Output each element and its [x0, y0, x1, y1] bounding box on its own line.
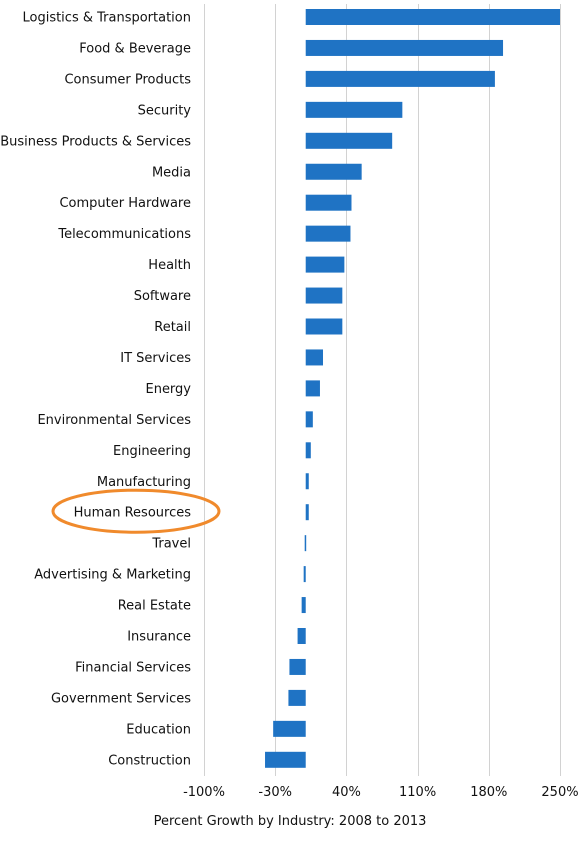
bar — [305, 473, 309, 490]
category-label: Financial Services — [75, 660, 191, 675]
bars — [265, 9, 560, 768]
bar — [273, 720, 306, 737]
bar — [305, 101, 403, 118]
category-label: Software — [134, 289, 191, 304]
bar — [289, 658, 306, 675]
x-tick-label: -100% — [183, 785, 225, 800]
category-label: Business Products & Services — [0, 134, 191, 149]
x-tick-label: 40% — [332, 785, 361, 800]
bar — [305, 194, 352, 211]
bar — [305, 349, 324, 366]
bar — [305, 318, 343, 335]
category-labels: Logistics & Transportation Food & Beverag… — [0, 11, 191, 769]
category-label: Engineering — [113, 444, 191, 459]
category-label: Media — [152, 165, 191, 180]
category-label: Food & Beverage — [79, 41, 191, 56]
bar — [305, 411, 313, 428]
category-label: Health — [148, 258, 191, 273]
category-label: Retail — [154, 320, 191, 335]
category-label: Human Resources — [74, 506, 192, 521]
category-label: Energy — [145, 382, 191, 397]
bar — [305, 132, 393, 149]
bar — [305, 287, 343, 304]
x-axis-title: Percent Growth by Industry: 2008 to 2013 — [154, 814, 427, 829]
category-label: Real Estate — [118, 599, 191, 614]
category-label: Insurance — [127, 630, 191, 645]
x-tick-label: 180% — [470, 785, 507, 800]
category-label: IT Services — [120, 351, 191, 366]
bar — [305, 163, 362, 180]
bar — [297, 628, 306, 644]
bar — [305, 256, 345, 273]
category-label: Computer Hardware — [59, 196, 191, 211]
category-label: Government Services — [51, 691, 191, 706]
bar — [305, 380, 320, 397]
category-label: Travel — [151, 537, 191, 552]
bar — [301, 597, 306, 614]
bar — [305, 504, 309, 521]
category-label: Construction — [108, 753, 191, 768]
bar — [305, 225, 351, 242]
x-tick-label: 250% — [541, 785, 578, 800]
bar — [303, 566, 306, 583]
bar — [304, 535, 307, 552]
x-axis-tick-labels: -100% -30% 40% 110% 180% 250% — [183, 785, 579, 800]
highlight-ellipse — [51, 488, 221, 534]
bar — [265, 751, 306, 768]
category-label: Manufacturing — [97, 475, 191, 490]
category-label: Security — [138, 103, 192, 118]
bar — [305, 39, 504, 56]
category-label: Advertising & Marketing — [34, 568, 191, 583]
highlight-annotation — [51, 488, 221, 534]
x-tick-label: -30% — [258, 785, 292, 800]
category-label: Logistics & Transportation — [22, 11, 191, 26]
category-label: Telecommunications — [57, 227, 191, 242]
category-label: Consumer Products — [64, 72, 191, 87]
bar — [305, 70, 495, 87]
x-tick-label: 110% — [399, 785, 436, 800]
grid-lines — [204, 4, 561, 776]
bar — [288, 689, 306, 706]
bar — [305, 9, 560, 25]
category-label: Education — [126, 722, 191, 737]
bar — [305, 442, 311, 459]
category-label: Environmental Services — [37, 413, 191, 428]
